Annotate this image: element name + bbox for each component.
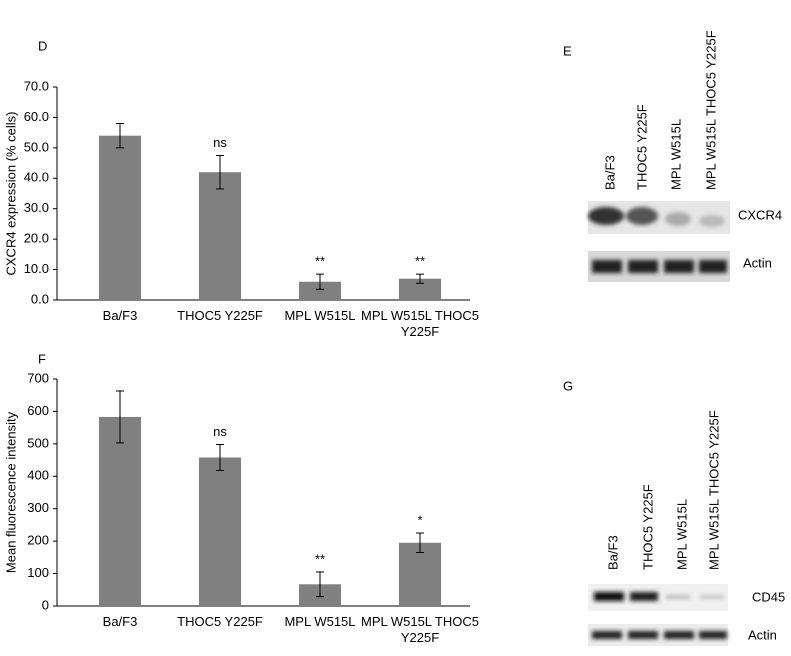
y-tick-label: 500 xyxy=(27,435,49,450)
x-tick-label: THOC5 Y225F xyxy=(177,308,263,323)
bar xyxy=(399,278,441,300)
blot-bands xyxy=(588,207,725,227)
bar xyxy=(199,172,241,300)
lane-label: Ba/F3 xyxy=(605,535,620,570)
band-label: Actin xyxy=(743,255,772,270)
band-label: CXCR4 xyxy=(738,207,782,222)
bar xyxy=(399,542,441,606)
significance-label: ** xyxy=(315,254,325,269)
band-label: CD45 xyxy=(752,589,785,604)
blot-bands xyxy=(592,260,727,273)
x-tick-label: MPL W515L xyxy=(284,614,356,629)
y-tick-label: 20.0 xyxy=(24,231,49,246)
x-tick-label: Ba/F3 xyxy=(102,614,138,629)
significance-label: ** xyxy=(415,254,425,269)
significance-label: ** xyxy=(315,551,325,566)
y-axis-title: Mean fluorescence intensity xyxy=(3,411,18,573)
significance-label: ns xyxy=(213,424,227,439)
y-tick-label: 400 xyxy=(27,468,49,483)
y-tick-label: 50.0 xyxy=(24,139,49,154)
y-tick-label: 0.0 xyxy=(31,291,49,306)
y-tick-label: 100 xyxy=(27,565,49,580)
y-tick-label: 600 xyxy=(27,403,49,418)
x-tick-label: Ba/F3 xyxy=(102,308,138,323)
lane-label: MPL W515L xyxy=(674,499,689,570)
y-tick-label: 200 xyxy=(27,533,49,548)
y-tick-label: 60.0 xyxy=(24,109,49,124)
band-label: Actin xyxy=(748,627,777,642)
y-tick-label: 30.0 xyxy=(24,200,49,215)
significance-label: ns xyxy=(213,135,227,150)
x-tick-label: MPL W515L THOC5 Y225F xyxy=(360,308,479,339)
panel-label: D xyxy=(38,38,47,53)
y-tick-label: 700 xyxy=(27,370,49,385)
y-axis-title: CXCR4 expression (% cells) xyxy=(3,112,18,276)
lane-label: MPL W515L THOC5 Y225F xyxy=(706,410,721,570)
lane-label: THOC5 Y225F xyxy=(634,104,649,190)
y-tick-label: 70.0 xyxy=(24,78,49,93)
y-tick-label: 10.0 xyxy=(24,261,49,276)
error-bar xyxy=(416,532,424,553)
x-tick-label: MPL W515L xyxy=(284,308,356,323)
bar xyxy=(99,135,141,300)
lane-label: MPL W515L THOC5 Y225F xyxy=(703,30,718,190)
error-bar xyxy=(316,273,324,290)
error-bar xyxy=(216,444,224,471)
lane-label: MPL W515L xyxy=(668,119,683,190)
error-bar xyxy=(316,571,324,598)
lane-label: THOC5 Y225F xyxy=(640,484,655,570)
panel-label: G xyxy=(563,378,573,393)
error-bar xyxy=(216,154,224,190)
y-tick-label: 0 xyxy=(42,597,49,612)
bar xyxy=(199,457,241,606)
bar xyxy=(299,281,341,300)
y-tick-label: 300 xyxy=(27,500,49,515)
lane-label: Ba/F3 xyxy=(602,155,617,190)
error-bar xyxy=(416,273,424,284)
error-bar xyxy=(116,390,124,444)
bar xyxy=(99,416,141,606)
blot-bands xyxy=(594,592,724,601)
blot-bands xyxy=(592,631,727,639)
y-tick-label: 40.0 xyxy=(24,170,49,185)
significance-label: * xyxy=(417,512,422,527)
x-tick-label: THOC5 Y225F xyxy=(177,614,263,629)
panel-label: E xyxy=(563,43,572,58)
error-bar xyxy=(116,123,124,149)
x-tick-label: MPL W515L THOC5 Y225F xyxy=(360,614,479,645)
panel-label: F xyxy=(38,351,46,366)
